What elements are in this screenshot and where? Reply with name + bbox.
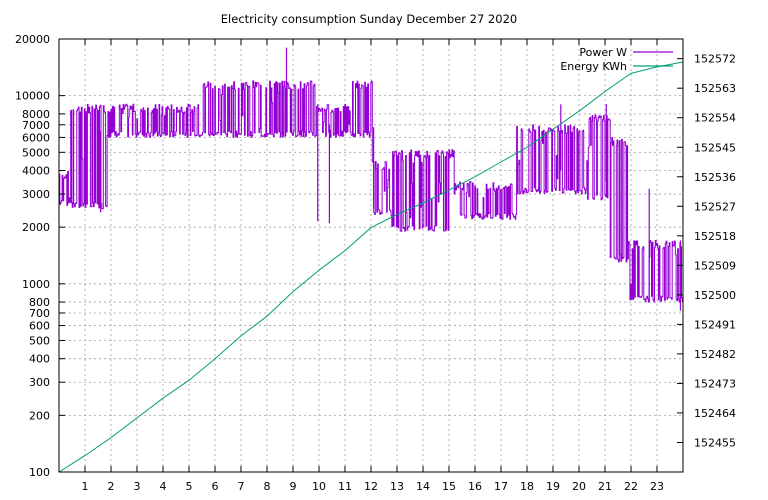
chart-title: Electricity consumption Sunday December … xyxy=(221,12,517,26)
y2-tick-label: 152536 xyxy=(694,171,736,184)
x-tick-label: 1 xyxy=(82,480,89,493)
y2-tick-label: 152563 xyxy=(694,82,736,95)
y-tick-label: 2000 xyxy=(22,221,50,234)
x-tick-label: 4 xyxy=(160,480,167,493)
x-tick-label: 9 xyxy=(290,480,297,493)
x-tick-label: 18 xyxy=(520,480,534,493)
y-tick-label: 300 xyxy=(29,376,50,389)
y-tick-label: 4000 xyxy=(22,165,50,178)
x-tick-label: 10 xyxy=(312,480,326,493)
y2-tick-label: 152500 xyxy=(694,289,736,302)
y-tick-label: 200 xyxy=(29,409,50,422)
y2-tick-label: 152554 xyxy=(694,112,736,125)
x-tick-label: 3 xyxy=(134,480,141,493)
y2-tick-label: 152473 xyxy=(694,377,736,390)
y-tick-label: 7000 xyxy=(22,119,50,132)
x-tick-label: 11 xyxy=(338,480,352,493)
x-tick-label: 17 xyxy=(494,480,508,493)
series-energy-line xyxy=(58,61,684,473)
y-tick-label: 800 xyxy=(29,296,50,309)
y2-tick-label: 152491 xyxy=(694,318,736,331)
x-tick-label: 23 xyxy=(650,480,664,493)
x-tick-label: 21 xyxy=(598,480,612,493)
x-tick-label: 8 xyxy=(264,480,271,493)
y-tick-label: 6000 xyxy=(22,131,50,144)
x-tick-label: 20 xyxy=(572,480,586,493)
x-tick-label: 6 xyxy=(212,480,219,493)
y-tick-label: 20000 xyxy=(15,33,50,46)
x-tick-label: 5 xyxy=(186,480,193,493)
y-tick-label: 700 xyxy=(29,307,50,320)
y-tick-label: 400 xyxy=(29,353,50,366)
y2-tick-label: 152572 xyxy=(694,53,736,66)
y-tick-label: 10000 xyxy=(15,90,50,103)
y-tick-label: 8000 xyxy=(22,108,50,121)
x-tick-label: 16 xyxy=(468,480,482,493)
y2-tick-label: 152482 xyxy=(694,348,736,361)
x-tick-label: 19 xyxy=(546,480,560,493)
y-tick-label: 3000 xyxy=(22,188,50,201)
axes: 1 2 3 4 5 6 7 8 9 10 11 12 13 14 15 16 17 18 19 20 21 22 23100… xyxy=(15,33,736,493)
legend-label: Energy KWh xyxy=(560,60,627,73)
plot-area xyxy=(58,47,684,473)
series-power-line xyxy=(59,80,684,303)
x-tick-label: 12 xyxy=(364,480,378,493)
y2-tick-label: 152464 xyxy=(694,407,736,420)
y-tick-label: 5000 xyxy=(22,146,50,159)
x-tick-label: 15 xyxy=(442,480,456,493)
y-tick-label: 100 xyxy=(29,466,50,479)
y-tick-label: 600 xyxy=(29,320,50,333)
y2-tick-label: 152509 xyxy=(694,259,736,272)
x-tick-label: 2 xyxy=(108,480,115,493)
y2-tick-label: 152455 xyxy=(694,436,736,449)
y2-tick-label: 152527 xyxy=(694,200,736,213)
y-tick-label: 1000 xyxy=(22,278,50,291)
y2-tick-label: 152518 xyxy=(694,230,736,243)
legend-label: Power W xyxy=(579,46,627,59)
x-tick-label: 7 xyxy=(238,480,245,493)
y-tick-label: 500 xyxy=(29,334,50,347)
x-tick-label: 14 xyxy=(416,480,430,493)
y2-tick-label: 152545 xyxy=(694,141,736,154)
x-tick-label: 22 xyxy=(624,480,638,493)
x-tick-label: 13 xyxy=(390,480,404,493)
